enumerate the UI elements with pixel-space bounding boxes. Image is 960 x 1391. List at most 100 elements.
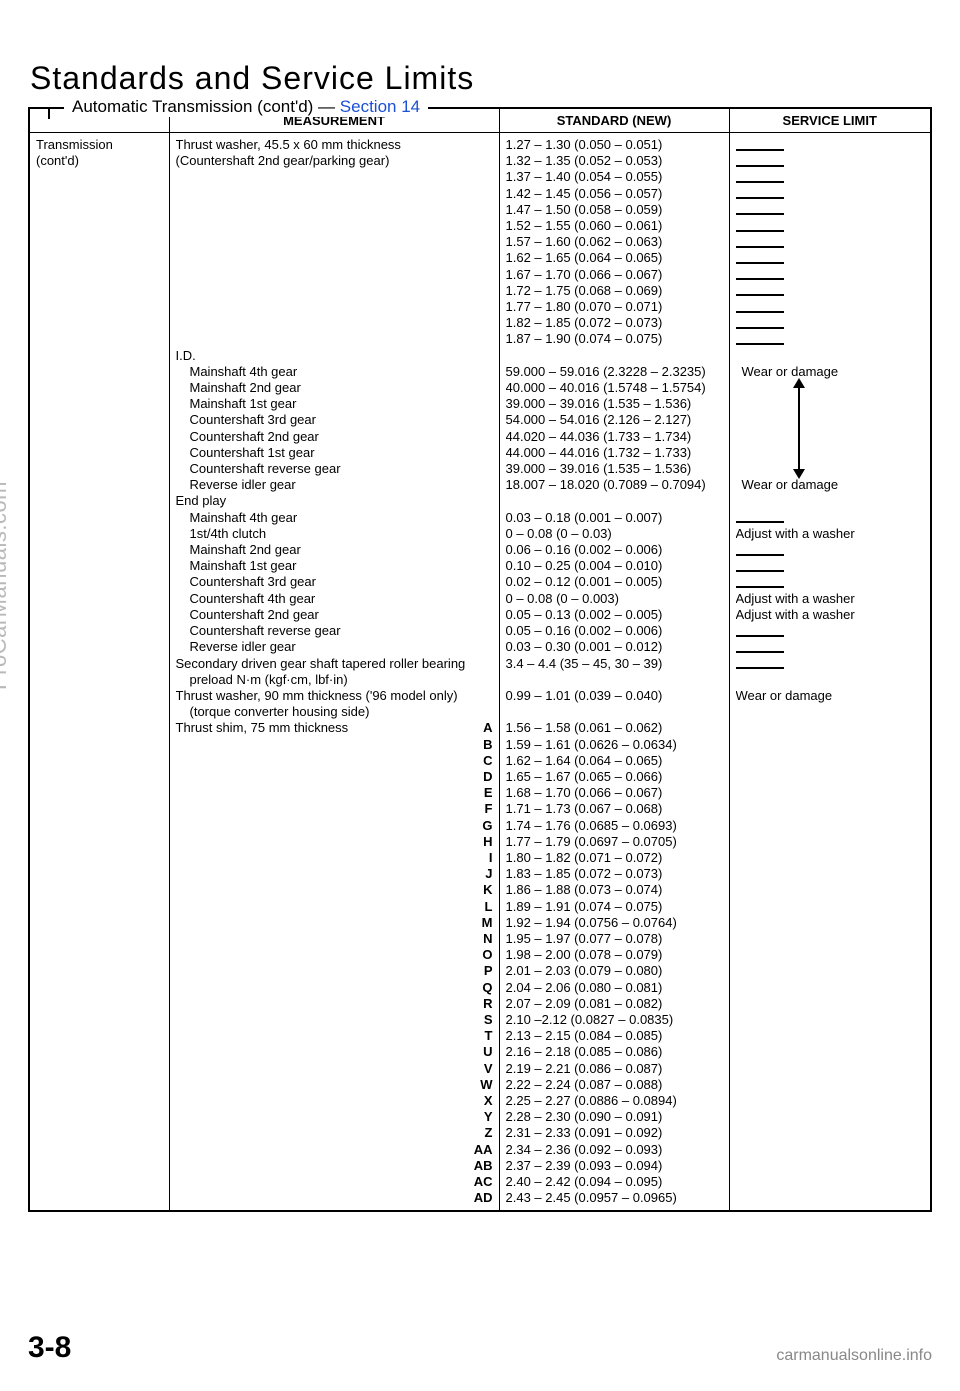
standard-cell: 1.27 – 1.30 (0.050 – 0.051)1.32 – 1.35 (… [499,133,729,1212]
shim-row: C [176,753,493,769]
wear-damage-range: Wear or damage Wear or damage [736,364,925,494]
shim-row: AC [176,1174,493,1190]
shim-code: P [467,963,493,979]
watermark-text: ProCarManuals.com [0,481,12,690]
shim-row: Q [176,980,493,996]
wear-damage-bottom: Wear or damage [742,477,839,493]
shim-code: AB [467,1158,493,1174]
shim-code: T [467,1028,493,1044]
shim-row: AD [176,1190,493,1206]
shim-code: H [467,834,493,850]
spec-table: MEASUREMENT STANDARD (NEW) SERVICE LIMIT… [28,107,932,1212]
shim-code: F [467,801,493,817]
component-line1: Transmission [36,137,163,153]
shim-code: AA [467,1142,493,1158]
dash-icon [736,262,784,264]
shim-row: T [176,1028,493,1044]
service-limit-cell: Wear or damageWear or damage Adjust with… [729,133,931,1212]
shim-code: D [467,769,493,785]
dash-icon [736,246,784,248]
shim-row: K [176,882,493,898]
shim-code: N [467,931,493,947]
shim-code: W [467,1077,493,1093]
dash-icon [736,651,784,653]
dash-icon [736,343,784,345]
shim-code: E [467,785,493,801]
dash-icon [736,230,784,232]
site-footer: carmanualsonline.info [776,1347,932,1365]
section-link[interactable]: Section 14 [340,97,420,116]
shim-row: O [176,947,493,963]
section-prefix: Automatic Transmission (cont'd) — [72,97,340,116]
page-title: Standards and Service Limits [30,60,932,97]
shim-code: Q [467,980,493,996]
dash-icon [736,149,784,151]
dash-icon [736,197,784,199]
dash-icon [736,213,784,215]
shim-row: V [176,1061,493,1077]
shim-code: B [467,737,493,753]
shim-code: J [467,866,493,882]
shim-row: Thrust shim, 75 mm thicknessA [176,720,493,736]
shim-row: I [176,850,493,866]
dash-icon [736,667,784,669]
dash-icon [736,165,784,167]
dash-icon [736,554,784,556]
shim-code: U [467,1044,493,1060]
shim-row: R [176,996,493,1012]
shim-row: S [176,1012,493,1028]
shim-row: Z [176,1125,493,1141]
shim-row: W [176,1077,493,1093]
shim-code: I [467,850,493,866]
th-standard: STANDARD (NEW) [499,108,729,133]
shim-row: M [176,915,493,931]
shim-row: J [176,866,493,882]
shim-code: R [467,996,493,1012]
shim-code: AD [467,1190,493,1206]
shim-code: Z [467,1125,493,1141]
shim-code: S [467,1012,493,1028]
shim-row: U [176,1044,493,1060]
dash-icon [736,327,784,329]
shim-row: N [176,931,493,947]
arrow-line [798,384,800,474]
shim-row: B [176,737,493,753]
shim-code: K [467,882,493,898]
page-number: 3-8 [28,1331,71,1365]
shim-row: AA [176,1142,493,1158]
th-limit: SERVICE LIMIT [729,108,931,133]
shim-row: G [176,818,493,834]
section-label: Automatic Transmission (cont'd) — Sectio… [64,97,428,117]
shim-code: Y [467,1109,493,1125]
shim-code: A [467,720,493,736]
component-line2: (cont'd) [36,153,163,169]
dash-icon [736,521,784,523]
wear-damage-top: Wear or damage [742,364,839,380]
shim-code: X [467,1093,493,1109]
shim-row: H [176,834,493,850]
component-cell: Transmission (cont'd) [29,133,169,1212]
shim-row: Y [176,1109,493,1125]
measurement-cell: Thrust washer, 45.5 x 60 mm thickness(Co… [169,133,499,1212]
shim-row: L [176,899,493,915]
shim-code: C [467,753,493,769]
dash-icon [736,635,784,637]
shim-row: P [176,963,493,979]
dash-icon [736,311,784,313]
dash-icon [736,181,784,183]
shim-row: D [176,769,493,785]
dash-icon [736,278,784,280]
shim-code: G [467,818,493,834]
shim-row: F [176,801,493,817]
shim-row: E [176,785,493,801]
shim-code: V [467,1061,493,1077]
shim-code: AC [467,1174,493,1190]
dash-icon [736,586,784,588]
shim-code: O [467,947,493,963]
shim-row: X [176,1093,493,1109]
shim-code: M [467,915,493,931]
shim-code: L [467,899,493,915]
dash-icon [736,570,784,572]
dash-icon [736,294,784,296]
shim-row: AB [176,1158,493,1174]
